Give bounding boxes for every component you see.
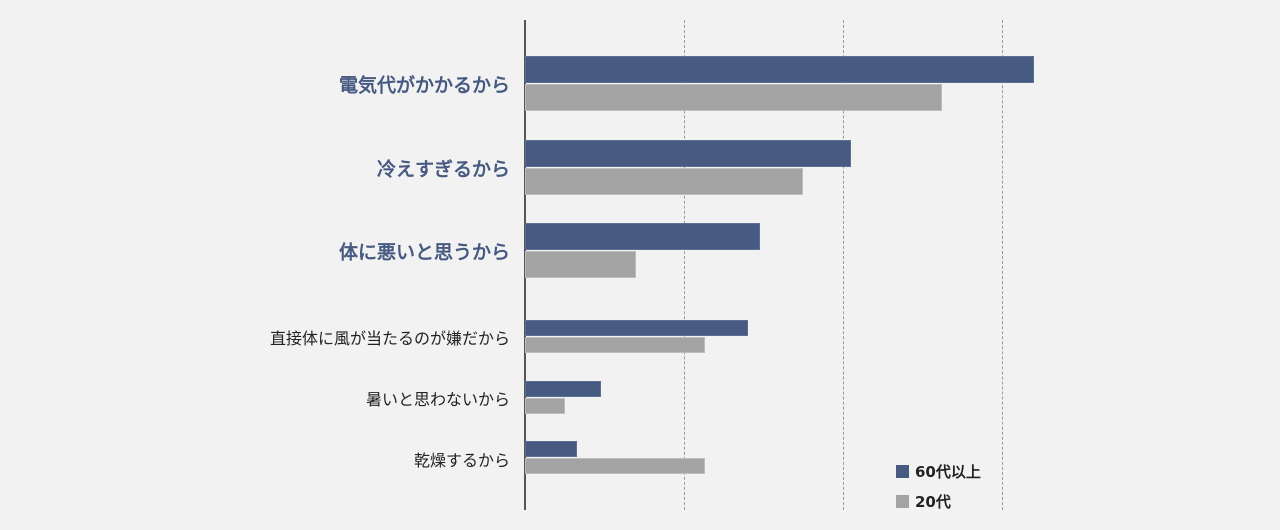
legend-item-60s: 60代以上 xyxy=(896,456,981,486)
bar-60s xyxy=(525,140,851,167)
category-label: 体に悪いと思うから xyxy=(338,241,510,264)
bar-20s xyxy=(525,337,705,353)
bar-20s xyxy=(525,84,942,111)
bar-60s xyxy=(525,441,578,457)
gridline xyxy=(684,20,685,510)
category-label: 暑いと思わないから xyxy=(365,390,510,409)
bar-60s xyxy=(525,223,761,250)
bar-20s xyxy=(525,251,637,278)
bar-20s xyxy=(525,398,565,414)
bar-60s xyxy=(525,320,748,336)
gridline xyxy=(843,20,844,510)
category-label: 電気代がかかるから xyxy=(338,74,510,97)
bar-60s xyxy=(525,56,1034,83)
category-label: 乾燥するから xyxy=(413,451,510,470)
legend: 60代以上 20代 xyxy=(896,456,981,516)
legend-label-60s: 60代以上 xyxy=(915,462,981,481)
legend-swatch-20s xyxy=(896,494,909,508)
bar-20s xyxy=(525,458,705,474)
gridline xyxy=(1002,20,1003,510)
category-label: 直接体に風が当たるのが嫌だから xyxy=(269,329,510,348)
bar-20s xyxy=(525,168,804,195)
category-label: 冷えすぎるから xyxy=(376,158,510,181)
legend-label-20s: 20代 xyxy=(915,492,951,511)
legend-swatch-60s xyxy=(896,464,909,478)
bar-60s xyxy=(525,381,602,397)
legend-item-20s: 20代 xyxy=(896,486,981,516)
